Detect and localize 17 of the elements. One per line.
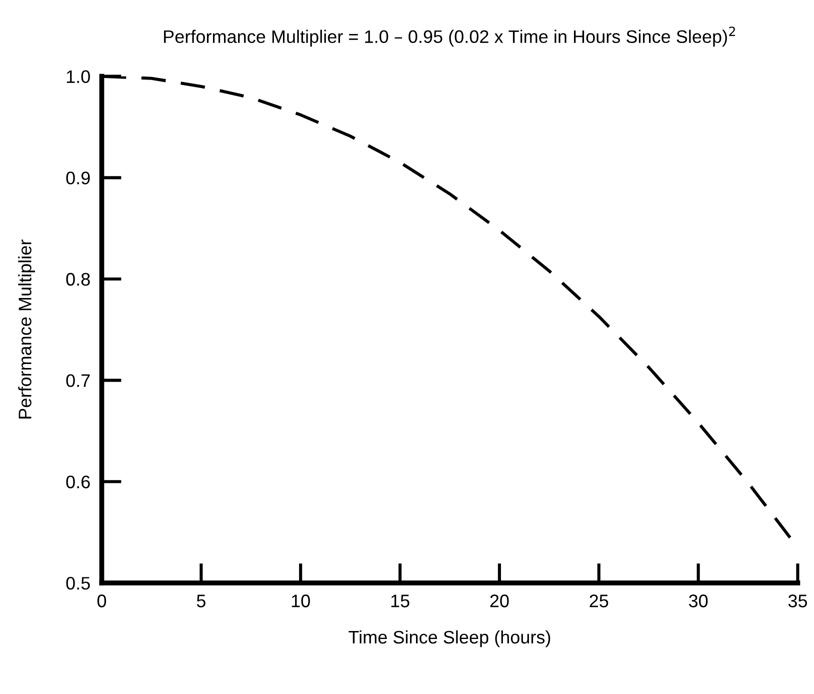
x-tick-label: 25: [590, 594, 608, 608]
y-axis-title: Performance Multiplier: [18, 240, 35, 418]
y-tick-label: 0.8: [66, 272, 90, 286]
x-tick-label: 35: [788, 594, 808, 608]
x-tick-label: 10: [292, 594, 310, 608]
y-tick-label: 0.5: [66, 576, 90, 590]
x-tick-label: 15: [391, 594, 410, 608]
y-tick-label: 0.9: [66, 172, 90, 184]
x-tick-label: 0: [97, 594, 106, 608]
x-tick-label: 20: [490, 594, 509, 608]
y-tick-label: 0.7: [66, 374, 90, 388]
x-tick-label: 30: [688, 594, 708, 608]
y-tick-label: 0.6: [66, 476, 90, 488]
x-axis-title: Time Since Sleep (hours): [348, 630, 550, 648]
x-tick-label: 5: [196, 594, 206, 608]
chart-title: Performance Multiplier = 1.0 – 0.95 (0.02 x Time in Hours Since Sleep)$^{2}$: [164, 26, 735, 47]
y-tick-label: 1.0: [66, 70, 90, 84]
